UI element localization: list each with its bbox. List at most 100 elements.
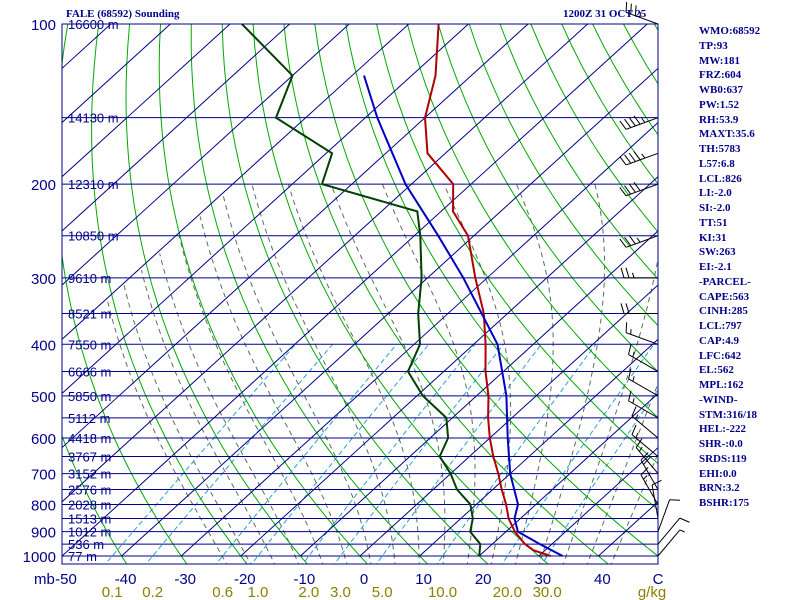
mixing-ratio-tick-label: 20.0 <box>493 584 522 600</box>
dry-adiabat <box>252 24 549 564</box>
wind-barb-half-feather <box>635 414 639 420</box>
pressure-tick-label: 400 <box>31 337 56 354</box>
height-label: 7550 m <box>68 337 111 352</box>
dry-adiabat <box>406 24 658 419</box>
stat-item: EI:-2.1 <box>699 261 732 273</box>
wind-barb <box>625 1 659 25</box>
temperature-tick-label: -30 <box>174 571 196 588</box>
isotherm-line <box>180 121 658 557</box>
isotherm-line <box>538 446 658 557</box>
mixing-ratio-line <box>302 343 476 564</box>
height-label: 2028 m <box>68 497 111 512</box>
wind-barb <box>620 303 658 314</box>
mixing-ratio-tick-label: 3.0 <box>330 584 351 600</box>
height-label: 3767 m <box>68 449 111 464</box>
stat-item: RH:53.9 <box>699 113 739 126</box>
wind-barb-feather <box>624 118 632 128</box>
wind-barb-staff <box>628 354 659 372</box>
dry-adiabat <box>125 24 308 564</box>
stat-item: MW:181 <box>699 54 740 67</box>
wind-barb-feather <box>633 151 641 161</box>
stat-item: WB0:637 <box>699 84 743 96</box>
pressure-tick-label: 300 <box>31 271 56 288</box>
wind-barb-feather <box>631 406 637 417</box>
stat-item: TH:5783 <box>699 143 741 155</box>
temperature-unit-label: C <box>653 571 664 588</box>
moist-adiabats <box>106 183 658 564</box>
isotherm-line <box>121 67 658 557</box>
wind-barb-feather <box>620 303 625 314</box>
temperature-profile <box>423 24 552 557</box>
isotherm-line <box>62 24 290 232</box>
wind-barb-feather <box>624 185 632 195</box>
moist-adiabat <box>251 183 396 564</box>
stat-item: CINH:285 <box>699 305 748 318</box>
mixing-ratio-tick-label: 5.0 <box>372 584 393 600</box>
moist-adiabat <box>199 216 348 564</box>
mixing-ratio-tick-label: 10.0 <box>428 584 457 600</box>
wind-barb <box>651 479 662 519</box>
wind-barb-feather <box>628 152 636 162</box>
moist-adiabat <box>106 299 228 564</box>
wind-barb-feather <box>628 235 636 245</box>
stat-item: LCL:797 <box>699 320 742 332</box>
moist-adiabat <box>287 183 420 564</box>
wind-barb-feather <box>634 5 637 16</box>
mixing-ratio-tick-label: 2.0 <box>298 584 319 600</box>
wind-barb-feather <box>625 267 630 278</box>
pressure-tick-label: 100 <box>31 17 56 34</box>
wind-barb <box>657 517 690 545</box>
wind-barb-staff <box>625 11 659 25</box>
stats-panel: WMO:68592 TP:93 MW:181 FRZ:604 WB0:637 PW:1.5… <box>699 24 799 511</box>
wind-barb <box>620 267 658 279</box>
wind-barb-feather <box>624 154 632 164</box>
wind-barb-feather <box>625 303 630 314</box>
stat-item: PW:1.52 <box>699 98 740 111</box>
temperature-tick-label: -50 <box>55 571 77 588</box>
wind-barb-feather <box>630 3 632 15</box>
height-label: 8521 m <box>68 306 111 321</box>
stat-item: LCL:826 <box>699 172 742 185</box>
temperature-tick-label: -20 <box>234 571 256 588</box>
isotherm-line <box>300 230 658 557</box>
wind-barb-feather <box>624 236 632 246</box>
wind-barb <box>625 322 659 345</box>
wind-barb-staff <box>657 529 681 557</box>
temperature-tick-label: 10 <box>415 571 432 588</box>
height-label: 12310 m <box>68 177 119 192</box>
height-label: 10850 m <box>68 229 119 244</box>
dry-adiabat <box>437 24 658 373</box>
wind-barb <box>657 499 681 532</box>
dry-adiabat <box>158 24 369 564</box>
wind-barb-half-feather <box>638 446 643 452</box>
wind-barb-feather <box>679 517 690 523</box>
wind-barb-half-feather <box>635 432 639 439</box>
stat-item: HEL:-222 <box>699 423 747 436</box>
temperature-tick-label: 40 <box>594 571 611 588</box>
height-label: 77 m <box>68 549 97 564</box>
mixing-ratio-line <box>436 344 597 564</box>
pressure-tick-label: 700 <box>31 467 56 484</box>
moist-adiabat <box>562 256 658 564</box>
dry-adiabat <box>468 24 658 327</box>
wind-barb-feather <box>669 499 681 501</box>
wind-barb-feather <box>620 267 625 278</box>
dry-adiabat <box>221 24 489 564</box>
mixing-ratio-line <box>104 343 296 564</box>
dry-adiabat <box>62 434 128 564</box>
wind-barb-feather <box>625 322 628 333</box>
stat-item: CAP:4.9 <box>699 334 740 347</box>
wind-barb-staff <box>640 459 659 490</box>
stat-item: MAXT:35.6 <box>699 128 755 141</box>
wind-barb <box>628 344 659 372</box>
wind-barb-feather <box>628 183 636 193</box>
wind-barb-staff <box>625 235 659 248</box>
moist-adiabat <box>514 183 554 564</box>
stat-item: TP:93 <box>699 39 728 52</box>
wind-barb <box>631 424 659 457</box>
wind-barb-staff <box>625 117 659 130</box>
mixing-ratio-unit-label: g/kg <box>638 584 666 600</box>
temperature-tick-label: 0 <box>360 571 368 588</box>
pressure-tick-label: 1000 <box>23 549 56 566</box>
wind-barb-staff <box>657 499 671 532</box>
